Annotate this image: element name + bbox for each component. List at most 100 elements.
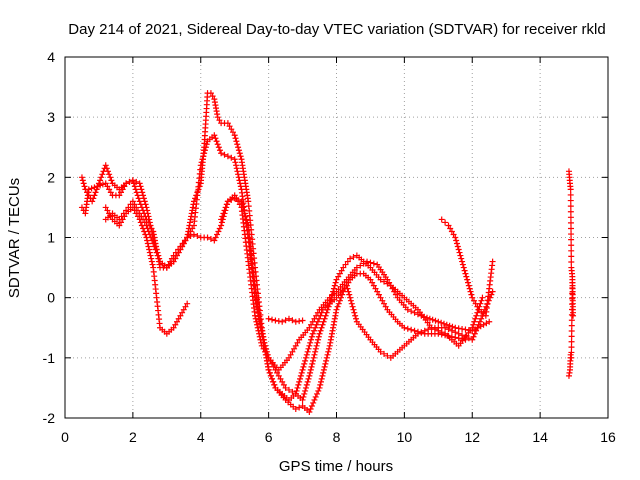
data-point: [568, 344, 575, 351]
data-point: [140, 192, 147, 199]
data-point: [311, 351, 318, 358]
data-point: [568, 247, 575, 254]
data-point: [214, 231, 221, 238]
data-point: [140, 225, 147, 232]
data-point: [317, 381, 324, 388]
data-point: [130, 180, 137, 187]
data-point: [104, 183, 111, 190]
data-point: [172, 249, 179, 256]
data-point: [241, 207, 248, 214]
data-point: [203, 141, 210, 148]
data-point: [299, 317, 306, 324]
data-point: [99, 181, 106, 188]
data-point: [455, 330, 462, 337]
data-point: [353, 264, 360, 271]
data-point: [489, 288, 496, 295]
data-point: [471, 318, 478, 325]
data-point: [189, 225, 196, 232]
data-point: [232, 159, 239, 166]
data-point: [143, 234, 150, 241]
data-point: [411, 327, 418, 334]
data-point: [432, 317, 439, 324]
data-point: [204, 234, 211, 241]
data-point: [146, 246, 153, 253]
data-point: [148, 258, 155, 265]
data-point: [97, 177, 104, 184]
data-point: [353, 315, 360, 322]
data-point: [228, 126, 235, 133]
grid: [65, 57, 608, 418]
data-point: [147, 252, 154, 259]
data-point: [338, 267, 345, 274]
data-point: [465, 282, 472, 289]
data-point: [325, 303, 332, 310]
data-point: [446, 322, 453, 329]
data-point: [218, 216, 225, 223]
data-point: [462, 270, 469, 277]
data-point: [190, 231, 197, 238]
data-point: [121, 183, 128, 190]
data-point: [350, 306, 357, 313]
data-point: [140, 207, 147, 214]
data-point: [184, 234, 191, 241]
x-tick-label: 8: [333, 429, 341, 445]
data-point: [466, 285, 473, 292]
data-point: [123, 180, 130, 187]
data-point: [387, 282, 394, 289]
data-point: [165, 261, 172, 268]
data-point: [300, 393, 307, 400]
data-point: [382, 303, 389, 310]
data-point: [270, 378, 277, 385]
data-point: [303, 381, 310, 388]
data-point: [348, 300, 355, 307]
data-point: [401, 324, 408, 331]
data-point: [570, 312, 577, 319]
data-point: [330, 285, 337, 292]
data-point: [447, 225, 454, 232]
data-point: [468, 291, 475, 298]
data-point: [138, 222, 145, 229]
data-point: [310, 354, 317, 361]
data-point: [360, 260, 367, 267]
data-point: [568, 354, 575, 361]
data-point: [129, 177, 136, 184]
data-point: [116, 222, 123, 229]
data-point: [280, 381, 287, 388]
data-point: [438, 319, 445, 326]
data-point: [175, 315, 182, 322]
data-point: [223, 201, 230, 208]
data-point: [311, 327, 318, 334]
data-point: [296, 404, 303, 411]
data-point: [333, 276, 340, 283]
data-point: [459, 261, 466, 268]
data-point: [320, 318, 327, 325]
data-point: [463, 273, 470, 280]
data-point: [303, 351, 310, 358]
data-point: [307, 369, 314, 376]
data-point: [279, 378, 286, 385]
data-point: [568, 311, 575, 318]
data-point: [453, 237, 460, 244]
data-point: [308, 336, 315, 343]
data-point: [265, 315, 272, 322]
data-point: [233, 138, 240, 145]
data-point: [94, 183, 101, 190]
data-point: [467, 288, 474, 295]
data-point: [138, 204, 145, 211]
data-point: [289, 388, 296, 395]
data-point: [424, 314, 430, 321]
x-tick-label: 14: [532, 429, 548, 445]
data-point: [450, 231, 457, 238]
data-point: [421, 313, 428, 320]
data-point: [323, 309, 330, 316]
data-point: [418, 312, 425, 319]
data-point: [155, 255, 162, 262]
data-point: [445, 222, 452, 229]
data-point: [267, 372, 274, 379]
data-point: [215, 228, 222, 235]
data-point: [292, 390, 299, 397]
data-point: [324, 351, 331, 358]
data-point: [313, 342, 320, 349]
data-point: [340, 264, 347, 271]
